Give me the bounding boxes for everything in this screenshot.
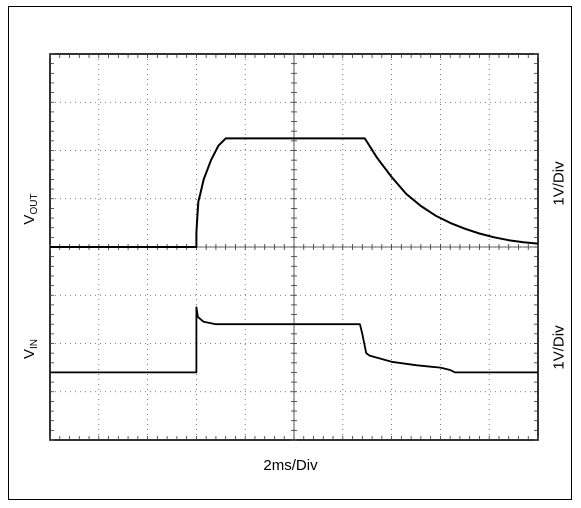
vin-trace [50,306,538,374]
figure-frame [8,6,572,500]
vout-scale-label: 1V/Div [550,161,568,206]
x-scale-label: 2ms/Div [263,457,318,474]
vout-trace [50,137,539,248]
vin-scale-label: 1V/Div [550,325,568,370]
traces [50,137,539,374]
vout-trace-label: VOUT [21,193,40,225]
vin-trace-label: VIN [21,339,40,360]
